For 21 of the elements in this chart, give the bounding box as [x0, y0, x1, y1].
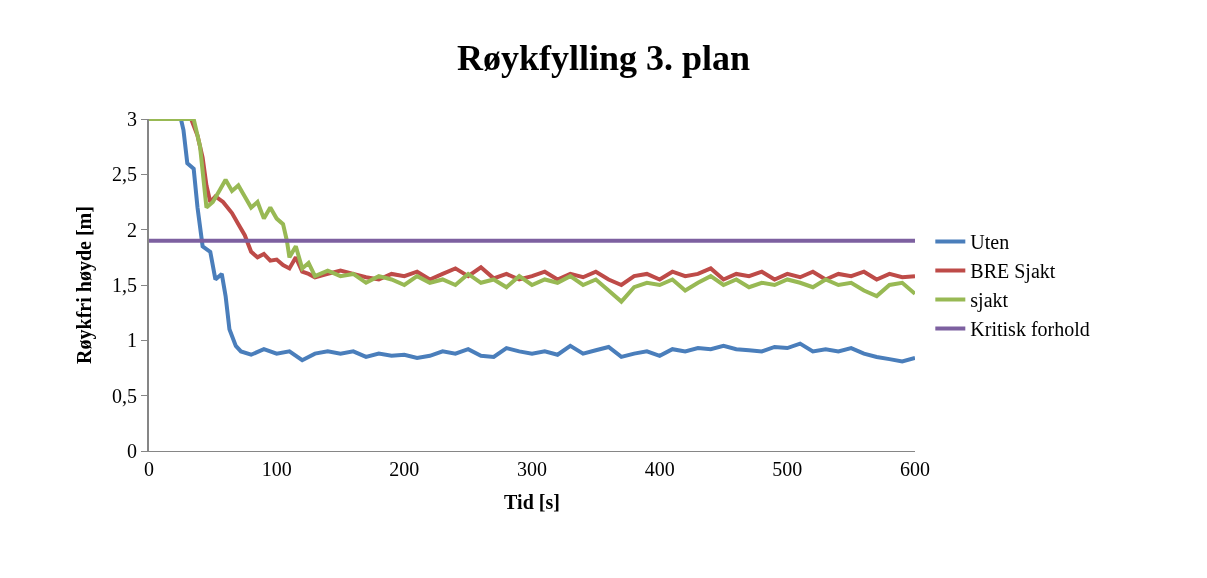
y-tick-label: 3: [127, 108, 137, 130]
y-axis-title: Røykfri høyde [m]: [73, 206, 96, 364]
legend-label: Uten: [970, 231, 1010, 254]
x-tick-label: 300: [517, 458, 547, 480]
x-tick-label: 400: [644, 458, 675, 480]
chart-title: Røykfylling 3. plan: [456, 38, 751, 79]
legend-label: sjakt: [970, 289, 1009, 313]
x-tick-label: 100: [261, 458, 292, 480]
y-tick-label: 0,5: [112, 384, 137, 407]
y-tick-label: 1: [127, 329, 137, 352]
x-tick-label: 600: [900, 458, 930, 480]
y-tick-label: 1,5: [112, 274, 137, 296]
x-tick-label: 500: [772, 458, 803, 480]
legend-label: BRE Sjakt: [970, 260, 1056, 284]
x-tick-label: 0: [144, 458, 154, 480]
legend-label: Kritisk forhold: [970, 318, 1090, 341]
y-tick-label: 2,5: [112, 163, 137, 186]
x-tick-label: 200: [389, 458, 420, 480]
x-axis-title: Tid [s]: [504, 490, 560, 513]
y-tick-label: 0: [127, 440, 137, 462]
y-tick-label: 2: [127, 218, 137, 241]
